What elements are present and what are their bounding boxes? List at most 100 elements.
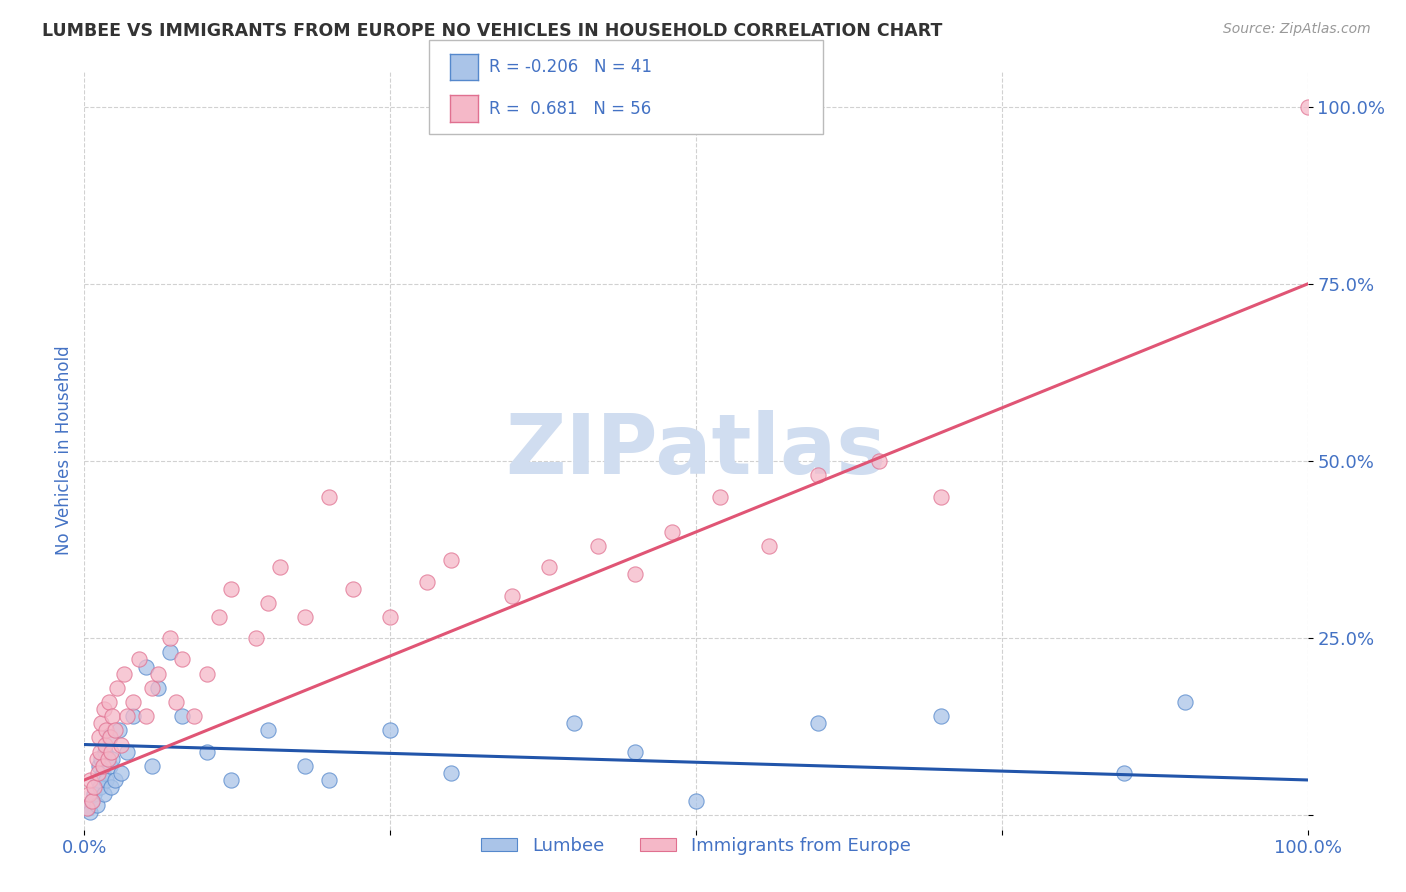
Point bbox=[90, 716, 112, 731]
Point bbox=[76, 801, 98, 815]
Point bbox=[110, 738, 132, 752]
Point bbox=[269, 560, 291, 574]
Legend: Lumbee, Immigrants from Europe: Lumbee, Immigrants from Europe bbox=[474, 830, 918, 863]
Text: LUMBEE VS IMMIGRANTS FROM EUROPE NO VEHICLES IN HOUSEHOLD CORRELATION CHART: LUMBEE VS IMMIGRANTS FROM EUROPE NO VEHI… bbox=[42, 22, 942, 40]
Point bbox=[562, 716, 585, 731]
Point bbox=[165, 695, 187, 709]
Point bbox=[96, 772, 118, 787]
Point bbox=[87, 772, 110, 787]
Point bbox=[586, 539, 609, 553]
Point bbox=[87, 765, 110, 780]
Point bbox=[257, 596, 280, 610]
Point bbox=[93, 702, 115, 716]
Point bbox=[87, 731, 110, 745]
Point bbox=[245, 632, 267, 646]
Point bbox=[96, 723, 118, 738]
Point bbox=[1296, 100, 1319, 114]
Point bbox=[141, 759, 163, 773]
Point bbox=[208, 610, 231, 624]
Point bbox=[146, 681, 169, 695]
Point bbox=[758, 539, 780, 553]
Point bbox=[929, 709, 952, 723]
Point bbox=[104, 723, 127, 738]
Point bbox=[97, 695, 120, 709]
Point bbox=[294, 759, 316, 773]
Point bbox=[685, 794, 707, 808]
Point bbox=[91, 765, 114, 780]
Point bbox=[93, 787, 115, 801]
Point bbox=[97, 752, 120, 766]
Point bbox=[122, 709, 145, 723]
Point bbox=[104, 772, 127, 787]
Point bbox=[318, 490, 340, 504]
Text: R = -0.206   N = 41: R = -0.206 N = 41 bbox=[489, 58, 652, 76]
Point bbox=[100, 745, 122, 759]
Point bbox=[538, 560, 561, 574]
Point bbox=[183, 709, 205, 723]
Point bbox=[86, 797, 108, 812]
Point bbox=[141, 681, 163, 695]
Point bbox=[380, 723, 402, 738]
Point bbox=[318, 772, 340, 787]
Point bbox=[94, 738, 117, 752]
Point bbox=[105, 681, 128, 695]
Point bbox=[135, 659, 157, 673]
Text: Source: ZipAtlas.com: Source: ZipAtlas.com bbox=[1223, 22, 1371, 37]
Point bbox=[440, 553, 463, 567]
Point bbox=[83, 780, 105, 794]
Point bbox=[128, 652, 150, 666]
Point bbox=[172, 709, 194, 723]
Text: ZIPatlas: ZIPatlas bbox=[506, 410, 886, 491]
Y-axis label: No Vehicles in Household: No Vehicles in Household bbox=[55, 345, 73, 556]
Point bbox=[94, 745, 117, 759]
Point bbox=[159, 632, 181, 646]
Point bbox=[146, 666, 169, 681]
Point bbox=[79, 772, 101, 787]
Point bbox=[91, 759, 114, 773]
Point bbox=[416, 574, 439, 589]
Point bbox=[79, 805, 101, 819]
Point bbox=[342, 582, 364, 596]
Point bbox=[195, 666, 218, 681]
Point bbox=[89, 745, 111, 759]
Point bbox=[807, 716, 830, 731]
Point bbox=[502, 589, 524, 603]
Point bbox=[101, 709, 124, 723]
Point bbox=[115, 745, 138, 759]
Point bbox=[380, 610, 402, 624]
Point bbox=[98, 731, 121, 745]
Point bbox=[89, 780, 111, 794]
Point bbox=[98, 759, 121, 773]
Text: R =  0.681   N = 56: R = 0.681 N = 56 bbox=[489, 100, 651, 118]
Point bbox=[624, 745, 647, 759]
Point bbox=[97, 731, 120, 745]
Point bbox=[709, 490, 731, 504]
Point bbox=[869, 454, 891, 468]
Point bbox=[87, 759, 110, 773]
Point bbox=[101, 752, 124, 766]
Point bbox=[110, 765, 132, 780]
Point bbox=[661, 524, 683, 539]
Point bbox=[1114, 765, 1136, 780]
Point bbox=[624, 567, 647, 582]
Point bbox=[159, 645, 181, 659]
Point bbox=[112, 666, 135, 681]
Point bbox=[929, 490, 952, 504]
Point bbox=[80, 794, 103, 808]
Point bbox=[100, 780, 122, 794]
Point bbox=[122, 695, 145, 709]
Point bbox=[807, 468, 830, 483]
Point bbox=[90, 752, 112, 766]
Point bbox=[219, 582, 242, 596]
Point bbox=[77, 787, 100, 801]
Point bbox=[172, 652, 194, 666]
Point bbox=[294, 610, 316, 624]
Point bbox=[1174, 695, 1197, 709]
Point bbox=[257, 723, 280, 738]
Point bbox=[86, 752, 108, 766]
Point bbox=[135, 709, 157, 723]
Point bbox=[115, 709, 138, 723]
Point bbox=[83, 787, 105, 801]
Point bbox=[77, 801, 100, 815]
Point bbox=[440, 765, 463, 780]
